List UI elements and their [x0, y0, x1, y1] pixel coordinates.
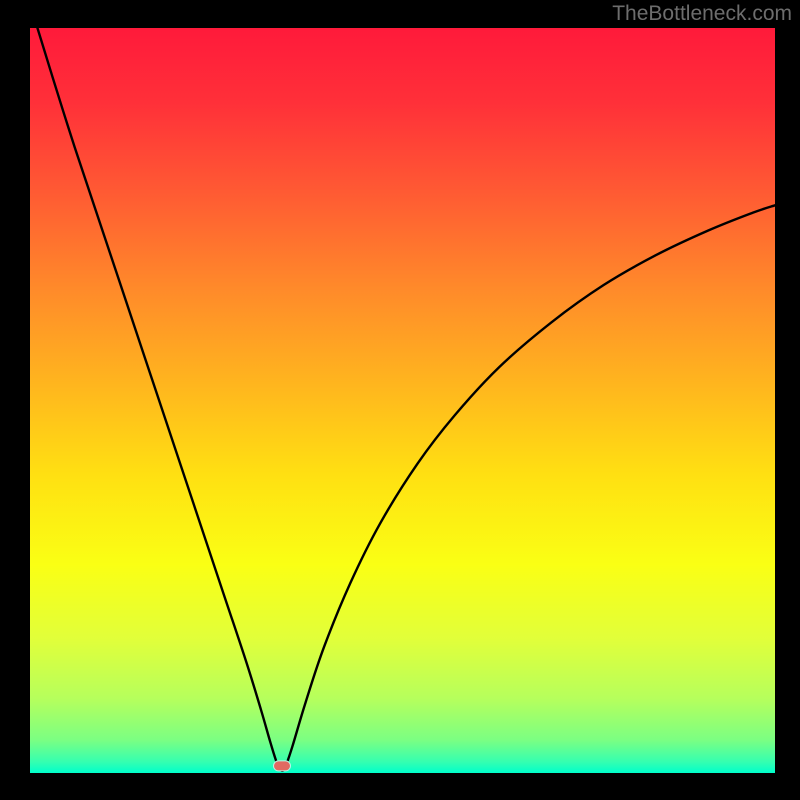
watermark-label: TheBottleneck.com: [612, 2, 792, 26]
chart-canvas: TheBottleneck.com: [0, 0, 800, 800]
plot-area: [30, 28, 775, 773]
optimal-point-marker: [273, 760, 291, 771]
bottleneck-curve: [30, 28, 775, 773]
